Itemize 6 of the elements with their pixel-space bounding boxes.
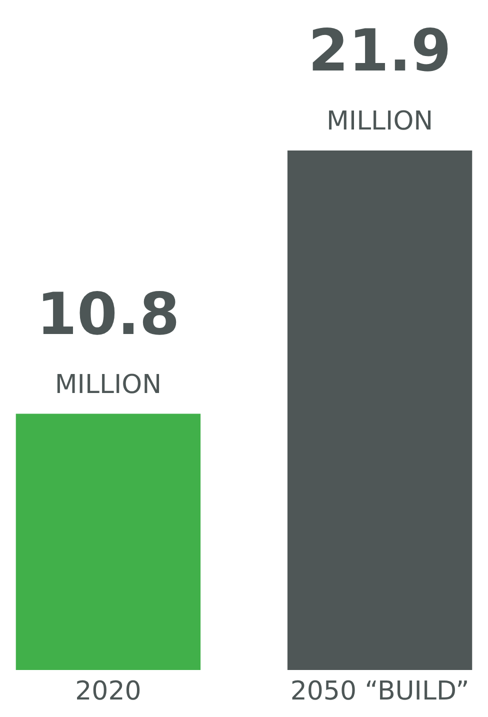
data-label: 10.8 <box>36 280 180 348</box>
x-tick-label: 2050 “BUILD” <box>290 676 470 706</box>
x-tick-label: 2020 <box>75 676 142 706</box>
annotation: MILLION <box>326 106 434 136</box>
annotation: MILLION <box>54 370 162 400</box>
data-label: 21.9 <box>308 16 452 84</box>
